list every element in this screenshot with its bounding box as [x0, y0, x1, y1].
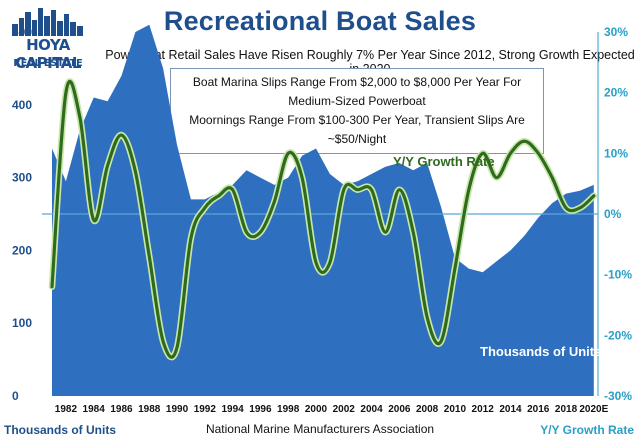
left-tick-label: 500 [12, 25, 32, 39]
left-tick-label: 300 [12, 171, 32, 185]
source-note: National Marine Manufacturers Associatio… [205, 422, 435, 436]
x-tick-label: 2016 [527, 404, 550, 415]
x-tick-label: 2002 [333, 404, 356, 415]
right-tick-label: -10% [604, 268, 632, 282]
notes-box: Boat Marina Slips Range From $2,000 to $… [170, 68, 544, 154]
x-tick-label: 2014 [499, 404, 522, 415]
right-tick-label: -30% [604, 389, 632, 403]
units-series-label: Thousands of Units [480, 344, 601, 359]
x-tick-label: 1982 [55, 404, 78, 415]
x-tick-label: 1984 [83, 404, 106, 415]
right-tick-label: 30% [604, 25, 628, 39]
x-tick-label: 1990 [166, 404, 189, 415]
left-tick-label: 0 [12, 389, 19, 403]
chart-title: Recreational Boat Sales [163, 6, 477, 36]
left-tick-label: 100 [12, 316, 32, 330]
right-tick-label: 0% [604, 207, 622, 221]
x-tick-label: 2018 [555, 404, 578, 415]
logo-subtitle: REAL ESTATE [13, 58, 83, 69]
right-axis-label: Y/Y Growth Rate [540, 423, 634, 437]
right-tick-label: 10% [604, 146, 628, 160]
x-tick-label: 2000 [305, 404, 328, 415]
logo-name: HOYA CAPITAL [15, 36, 81, 72]
x-tick-label: 1992 [194, 404, 217, 415]
x-tick-label: 2006 [388, 404, 411, 415]
x-tick-label: 1994 [221, 404, 244, 415]
left-tick-label: 200 [12, 243, 32, 257]
hoya-capital-logo: HOYA CAPITAL REAL ESTATE [4, 6, 92, 76]
growth-line [50, 79, 596, 359]
note-line-2: Moornings Range From $100-300 Per Year, … [189, 113, 525, 146]
right-tick-label: -20% [604, 328, 632, 342]
x-tick-label: 2010 [444, 404, 467, 415]
x-tick-label: 1988 [138, 404, 161, 415]
x-tick-label: 1998 [277, 404, 300, 415]
right-tick-label: 20% [604, 86, 628, 100]
note-line-1: Boat Marina Slips Range From $2,000 to $… [192, 75, 522, 108]
units-area [52, 24, 594, 396]
left-axis-label: Thousands of Units [4, 423, 116, 437]
x-tick-label: 1996 [249, 404, 272, 415]
x-tick-label: 1986 [110, 404, 133, 415]
left-tick-label: 400 [12, 98, 32, 112]
x-tick-label: 2020E [579, 404, 608, 415]
growth-series-label: Y/Y Growth Rate [393, 154, 495, 169]
city-skyline-icon [12, 8, 83, 36]
x-tick-label: 2012 [472, 404, 495, 415]
x-tick-label: 2008 [416, 404, 439, 415]
x-tick-label: 2004 [360, 404, 383, 415]
